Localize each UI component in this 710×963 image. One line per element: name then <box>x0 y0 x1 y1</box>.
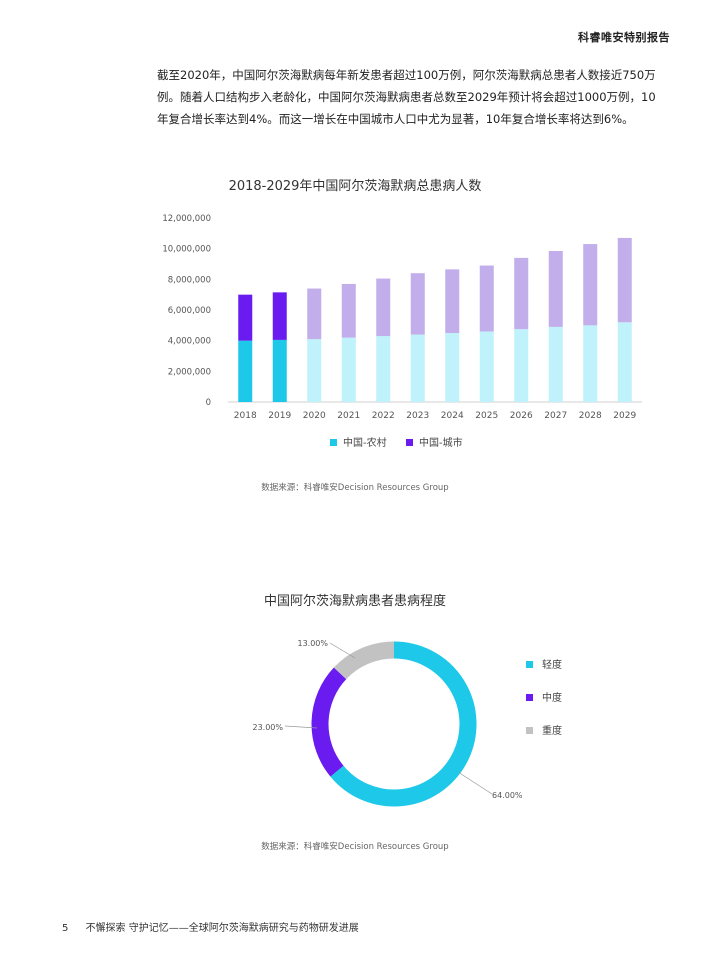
leader-line <box>284 725 318 729</box>
bar-rural-2026 <box>514 329 529 402</box>
leader-line <box>329 642 356 659</box>
bar-rural-2020 <box>307 339 322 402</box>
bar-rural-2029 <box>617 322 632 402</box>
bar-rural-2021 <box>341 337 356 402</box>
x-tick-label: 2019 <box>268 411 291 421</box>
x-tick-label: 2023 <box>406 411 429 421</box>
bar-rural-2022 <box>376 336 391 402</box>
x-tick-label: 2021 <box>337 411 360 421</box>
data-label-0: 64.00% <box>492 791 523 800</box>
bar-rural-2028 <box>583 325 598 402</box>
bar-chart-title: 2018-2029年中国阿尔茨海默病总患病人数 <box>228 179 482 194</box>
donut-slice-2 <box>333 641 395 680</box>
bar-rural-2027 <box>548 326 563 402</box>
page-number: 5 <box>62 923 69 934</box>
x-tick-label: 2024 <box>441 411 464 421</box>
bar-rural-2023 <box>410 334 425 402</box>
bar-rural-2019 <box>272 339 287 402</box>
intro-paragraph: 截至2020年，中国阿尔茨海默病每年新发患者超过100万例，阿尔茨海默病总患者人… <box>157 68 656 126</box>
bar-urban-2023 <box>410 273 425 335</box>
bar-rural-2024 <box>445 333 460 402</box>
bar-urban-2028 <box>583 244 598 326</box>
bar-chart: 0 2,000,000 4,000,000 6,000,000 8,000,000 10,… <box>162 214 642 449</box>
bar-urban-2025 <box>479 265 494 332</box>
bar-urban-2019 <box>272 292 287 340</box>
bar-rural-2018 <box>238 340 253 402</box>
x-tick-label: 2018 <box>234 411 257 421</box>
bar-urban-2024 <box>445 269 460 333</box>
y-tick-label: 6,000,000 <box>168 306 211 316</box>
bar-urban-2026 <box>514 257 529 330</box>
bar-urban-2029 <box>617 237 632 323</box>
donut-slice-1 <box>311 667 347 777</box>
legend-swatch-1 <box>526 694 533 701</box>
bar-rural-2025 <box>479 331 494 402</box>
page-footer: 5 不懈探索 守护记忆——全球阿尔茨海默病研究与药物研发进展 <box>62 919 359 934</box>
x-tick-label: 2020 <box>303 411 326 421</box>
bar-urban-2020 <box>307 288 322 340</box>
y-tick-label: 2,000,000 <box>168 367 211 377</box>
legend-label-urban: 中国-城市 <box>419 436 463 449</box>
legend-swatch-0 <box>526 661 533 668</box>
donut-chart-title: 中国阿尔茨海默病患者患病程度 <box>263 594 446 609</box>
bar-chart-source: 数据来源：科睿唯安Decision Resources Group <box>261 483 449 493</box>
legend-label-rural: 中国-农村 <box>343 436 387 449</box>
donut-chart-source: 数据来源：科睿唯安Decision Resources Group <box>261 842 449 852</box>
bar-urban-2027 <box>548 250 563 327</box>
footer-text: 不懈探索 守护记忆——全球阿尔茨海默病研究与药物研发进展 <box>85 923 359 934</box>
x-tick-label: 2029 <box>613 411 636 421</box>
x-tick-label: 2027 <box>544 411 567 421</box>
y-tick-label: 10,000,000 <box>162 245 211 255</box>
legend-label-0: 轻度 <box>542 658 562 671</box>
data-label-1: 23.00% <box>252 723 283 732</box>
y-tick-label: 0 <box>206 398 211 408</box>
x-tick-label: 2026 <box>510 411 533 421</box>
bar-urban-2022 <box>376 278 391 337</box>
x-tick-label: 2025 <box>475 411 498 421</box>
legend-label-1: 中度 <box>542 691 562 704</box>
bar-urban-2018 <box>238 294 253 341</box>
data-label-2: 13.00% <box>297 639 328 648</box>
legend-swatch-urban <box>406 439 413 446</box>
legend-swatch-2 <box>526 727 533 734</box>
x-tick-label: 2022 <box>372 411 395 421</box>
legend-swatch-rural <box>330 439 337 446</box>
y-tick-label: 4,000,000 <box>168 337 211 347</box>
leader-line <box>457 771 493 795</box>
bar-urban-2021 <box>341 283 356 338</box>
y-tick-label: 8,000,000 <box>168 275 211 285</box>
donut-slice-0 <box>330 641 477 807</box>
report-title: 科睿唯安特别报告 <box>578 31 670 44</box>
x-tick-label: 2028 <box>579 411 602 421</box>
y-tick-label: 12,000,000 <box>162 214 211 224</box>
legend-label-2: 重度 <box>542 724 562 737</box>
